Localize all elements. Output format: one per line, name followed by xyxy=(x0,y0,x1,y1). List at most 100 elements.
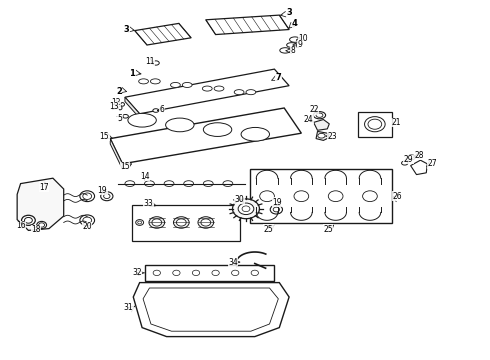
Ellipse shape xyxy=(234,90,244,95)
Ellipse shape xyxy=(201,219,211,226)
Ellipse shape xyxy=(232,199,260,219)
Ellipse shape xyxy=(176,219,186,226)
Ellipse shape xyxy=(138,221,142,224)
Polygon shape xyxy=(110,108,301,164)
Text: 1: 1 xyxy=(129,69,135,78)
Ellipse shape xyxy=(171,82,180,87)
Ellipse shape xyxy=(122,114,128,118)
Ellipse shape xyxy=(270,205,282,214)
Ellipse shape xyxy=(39,223,45,227)
Text: 19: 19 xyxy=(272,198,282,207)
Ellipse shape xyxy=(153,109,159,112)
Text: 15: 15 xyxy=(120,162,130,171)
Bar xyxy=(358,112,392,137)
Ellipse shape xyxy=(80,191,95,202)
Text: 32: 32 xyxy=(132,269,142,277)
Polygon shape xyxy=(17,178,64,230)
Ellipse shape xyxy=(251,270,259,276)
Text: 34: 34 xyxy=(228,258,238,266)
Polygon shape xyxy=(314,120,329,130)
Text: 7: 7 xyxy=(275,73,281,82)
Ellipse shape xyxy=(139,79,148,84)
Ellipse shape xyxy=(318,133,325,138)
Ellipse shape xyxy=(173,217,189,228)
Text: 25: 25 xyxy=(264,225,273,234)
Ellipse shape xyxy=(172,270,180,276)
Ellipse shape xyxy=(401,161,408,165)
Text: 27: 27 xyxy=(427,159,437,168)
Text: 3: 3 xyxy=(286,8,292,17)
Bar xyxy=(132,205,240,241)
Text: 8: 8 xyxy=(291,46,295,55)
Text: 3: 3 xyxy=(123,25,129,34)
Ellipse shape xyxy=(24,217,32,223)
Ellipse shape xyxy=(280,48,291,53)
Text: 17: 17 xyxy=(39,183,49,192)
Text: 14: 14 xyxy=(140,172,149,181)
Ellipse shape xyxy=(149,217,165,228)
Text: 16: 16 xyxy=(16,221,25,230)
Text: 15: 15 xyxy=(99,132,109,141)
Ellipse shape xyxy=(316,113,323,117)
Ellipse shape xyxy=(145,181,154,186)
Ellipse shape xyxy=(212,270,220,276)
Polygon shape xyxy=(125,69,289,114)
Text: 28: 28 xyxy=(415,151,424,160)
Text: 6: 6 xyxy=(159,105,164,114)
Bar xyxy=(145,265,274,281)
Ellipse shape xyxy=(290,37,300,42)
Ellipse shape xyxy=(203,181,213,186)
Ellipse shape xyxy=(83,217,92,224)
Polygon shape xyxy=(110,139,122,169)
Ellipse shape xyxy=(365,117,385,132)
Text: 10: 10 xyxy=(298,34,308,43)
Polygon shape xyxy=(411,160,427,175)
Ellipse shape xyxy=(242,206,250,212)
Ellipse shape xyxy=(241,127,270,141)
Polygon shape xyxy=(135,23,191,45)
Text: 2: 2 xyxy=(116,87,122,96)
Ellipse shape xyxy=(231,270,239,276)
Ellipse shape xyxy=(246,90,256,95)
Ellipse shape xyxy=(37,221,47,229)
Ellipse shape xyxy=(182,82,192,87)
Text: 31: 31 xyxy=(123,303,133,312)
Text: 13: 13 xyxy=(109,103,119,112)
Polygon shape xyxy=(206,15,289,35)
Text: 30: 30 xyxy=(235,194,245,204)
Ellipse shape xyxy=(238,203,254,215)
Text: 12: 12 xyxy=(111,98,121,107)
Ellipse shape xyxy=(294,191,309,202)
Ellipse shape xyxy=(184,181,194,186)
Ellipse shape xyxy=(121,103,124,106)
Text: 20: 20 xyxy=(82,222,92,231)
Ellipse shape xyxy=(118,106,122,110)
Text: 9: 9 xyxy=(297,40,302,49)
Ellipse shape xyxy=(103,194,110,199)
Text: 18: 18 xyxy=(31,225,41,234)
Ellipse shape xyxy=(368,119,382,129)
Text: 22: 22 xyxy=(309,105,319,114)
Polygon shape xyxy=(125,97,140,118)
Ellipse shape xyxy=(152,219,162,226)
Text: 5: 5 xyxy=(118,114,122,122)
Text: 4: 4 xyxy=(292,19,298,28)
Ellipse shape xyxy=(198,217,214,228)
Ellipse shape xyxy=(22,215,35,225)
Ellipse shape xyxy=(80,215,95,226)
Ellipse shape xyxy=(101,192,113,201)
Polygon shape xyxy=(250,169,392,223)
Ellipse shape xyxy=(166,118,194,132)
Ellipse shape xyxy=(83,193,92,199)
Text: 25: 25 xyxy=(323,225,333,234)
Text: 19: 19 xyxy=(98,186,107,195)
Ellipse shape xyxy=(363,191,377,202)
Text: 23: 23 xyxy=(327,132,337,141)
Ellipse shape xyxy=(287,43,296,48)
Ellipse shape xyxy=(223,181,233,186)
Ellipse shape xyxy=(273,207,279,212)
Ellipse shape xyxy=(314,112,326,119)
Ellipse shape xyxy=(136,220,144,225)
Text: 29: 29 xyxy=(404,155,414,164)
Ellipse shape xyxy=(125,181,135,186)
